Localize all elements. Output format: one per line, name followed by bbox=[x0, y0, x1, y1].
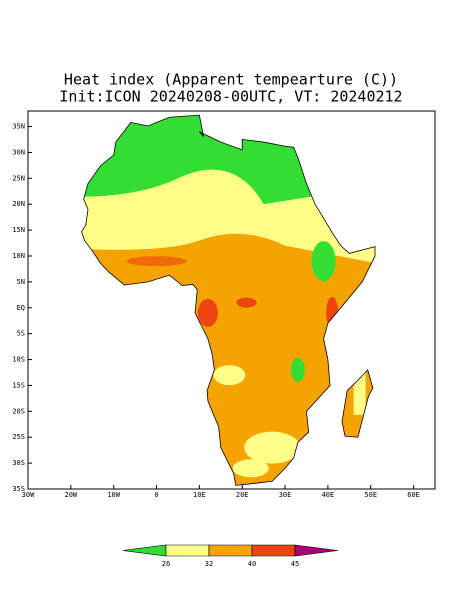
y-tick-label: 5N bbox=[17, 278, 25, 286]
x-tick-label: 0 bbox=[154, 491, 158, 499]
heat-area bbox=[244, 431, 301, 464]
x-tick-label: 40E bbox=[322, 491, 335, 499]
y-tick-label: 10N bbox=[12, 252, 25, 260]
x-tick-label: 20W bbox=[65, 491, 78, 499]
colorbar-segment bbox=[165, 544, 210, 557]
heat-area bbox=[232, 459, 269, 478]
y-tick-label: 25N bbox=[12, 174, 25, 182]
colorbar-segment bbox=[294, 544, 339, 557]
y-tick-label: 15N bbox=[12, 226, 25, 234]
colorbar-label: 26 bbox=[162, 560, 170, 568]
y-tick-label: 5S bbox=[17, 330, 25, 338]
title: Heat index (Apparent tempearture (C)) bbox=[64, 71, 398, 89]
colorbar-segment bbox=[251, 544, 296, 557]
heat-area bbox=[290, 357, 305, 382]
x-tick-label: 20E bbox=[236, 491, 249, 499]
x-tick-label: 50E bbox=[364, 491, 377, 499]
heat-field bbox=[342, 369, 373, 438]
colorbar-label: 40 bbox=[248, 560, 256, 568]
y-tick-label: 35S bbox=[12, 485, 25, 493]
colorbar-label: 45 bbox=[291, 560, 299, 568]
colorbar-segment bbox=[208, 544, 253, 557]
y-tick-label: 20S bbox=[12, 407, 25, 415]
colorbar-segment bbox=[122, 544, 167, 557]
y-tick-label: 35N bbox=[12, 123, 25, 131]
x-tick-label: 10W bbox=[107, 491, 120, 499]
coastline bbox=[341, 369, 374, 438]
x-tick-label: 30W bbox=[22, 491, 35, 499]
y-tick-label: 25S bbox=[12, 433, 25, 441]
subtitle: Init:ICON 20240208-00UTC, VT: 20240212 bbox=[59, 88, 402, 106]
x-tick-label: 10E bbox=[193, 491, 206, 499]
y-tick-label: 10S bbox=[12, 356, 25, 364]
heat-field bbox=[81, 115, 376, 486]
x-tick-label: 30E bbox=[279, 491, 292, 499]
heat-area bbox=[213, 365, 246, 386]
heat-area bbox=[126, 256, 187, 267]
heat-area bbox=[197, 298, 218, 327]
map-frame bbox=[27, 110, 436, 490]
y-tick-label: 15S bbox=[12, 381, 25, 389]
colorbar-label: 32 bbox=[205, 560, 213, 568]
heat-area bbox=[311, 241, 336, 282]
y-tick-label: 30N bbox=[12, 148, 25, 156]
coastline bbox=[81, 114, 376, 486]
y-tick-label: EQ bbox=[17, 304, 25, 312]
y-tick-label: 30S bbox=[12, 459, 25, 467]
heat-area bbox=[353, 369, 366, 415]
x-tick-label: 60E bbox=[407, 491, 420, 499]
y-tick-label: 20N bbox=[12, 200, 25, 208]
heat-area bbox=[236, 297, 257, 308]
